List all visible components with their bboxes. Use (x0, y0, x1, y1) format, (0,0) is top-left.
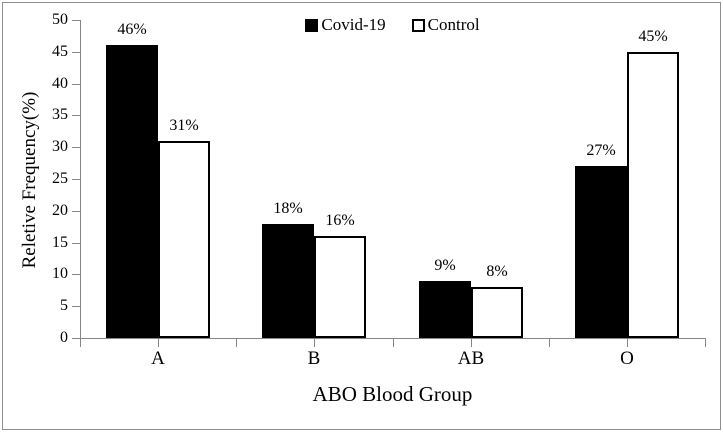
legend-swatch-covid-19 (305, 18, 319, 32)
x-category-label-ab: AB (457, 348, 485, 369)
y-axis-tick (72, 338, 80, 339)
x-axis-tick (705, 339, 706, 347)
y-axis-tick (72, 115, 80, 116)
x-category-label-a: A (151, 348, 165, 369)
y-axis-tick-label: 35 (52, 106, 68, 123)
bar-control-o (627, 52, 679, 338)
y-axis-tick-label: 45 (52, 43, 68, 60)
x-category-label-b: B (307, 348, 321, 369)
value-label-covid-19-o: 27% (586, 142, 616, 159)
legend: Covid-19 Control (80, 14, 705, 36)
x-category-label-o: O (620, 348, 634, 369)
y-axis-tick-label: 10 (52, 265, 68, 282)
bar-covid-19-a (106, 45, 158, 338)
x-axis-line (80, 338, 706, 339)
bar-covid-19-b (262, 224, 314, 338)
legend-item-covid-19: Covid-19 (305, 15, 386, 35)
y-axis-tick (72, 274, 80, 275)
y-axis-tick-label: 40 (52, 75, 68, 92)
y-axis-tick (72, 147, 80, 148)
bar-control-ab (471, 287, 523, 338)
legend-label-control: Control (427, 15, 480, 34)
y-axis-tick (72, 243, 80, 244)
value-label-control-o: 45% (638, 28, 668, 45)
value-label-covid-19-ab: 9% (434, 257, 456, 274)
y-axis-line (80, 20, 81, 338)
x-axis-tick (314, 339, 315, 347)
y-axis-tick (72, 20, 80, 21)
y-axis-tick-label: 0 (60, 329, 68, 346)
x-axis-tick (393, 339, 394, 347)
y-axis-tick-label: 5 (60, 297, 68, 314)
y-axis-tick (72, 211, 80, 212)
value-label-control-a: 31% (169, 117, 199, 134)
y-axis-tick-label: 25 (52, 170, 68, 187)
bar-covid-19-ab (419, 281, 471, 338)
y-axis-tick (72, 179, 80, 180)
y-axis-tick (72, 84, 80, 85)
value-label-control-ab: 8% (486, 263, 508, 280)
x-axis-tick (549, 339, 550, 347)
value-label-covid-19-a: 46% (117, 21, 147, 38)
legend-item-control: Control (411, 15, 480, 35)
legend-label-covid-19: Covid-19 (321, 15, 386, 34)
x-axis-tick (158, 339, 159, 347)
value-label-covid-19-b: 18% (273, 200, 303, 217)
y-axis-tick (72, 52, 80, 53)
x-axis-tick (80, 339, 81, 347)
bar-control-a (158, 141, 210, 338)
y-axis-tick-label: 30 (52, 138, 68, 155)
x-axis-tick (627, 339, 628, 347)
y-axis-tick-label: 20 (52, 202, 68, 219)
y-axis-tick-label: 50 (52, 11, 68, 28)
bar-control-b (314, 236, 366, 338)
bar-covid-19-o (575, 166, 627, 338)
y-axis-tick-label: 15 (52, 234, 68, 251)
x-axis-tick (471, 339, 472, 347)
x-axis-title: ABO Blood Group (312, 382, 473, 406)
value-label-control-b: 16% (325, 212, 355, 229)
x-axis-tick (236, 339, 237, 347)
legend-swatch-control (411, 18, 425, 32)
y-axis-tick (72, 306, 80, 307)
